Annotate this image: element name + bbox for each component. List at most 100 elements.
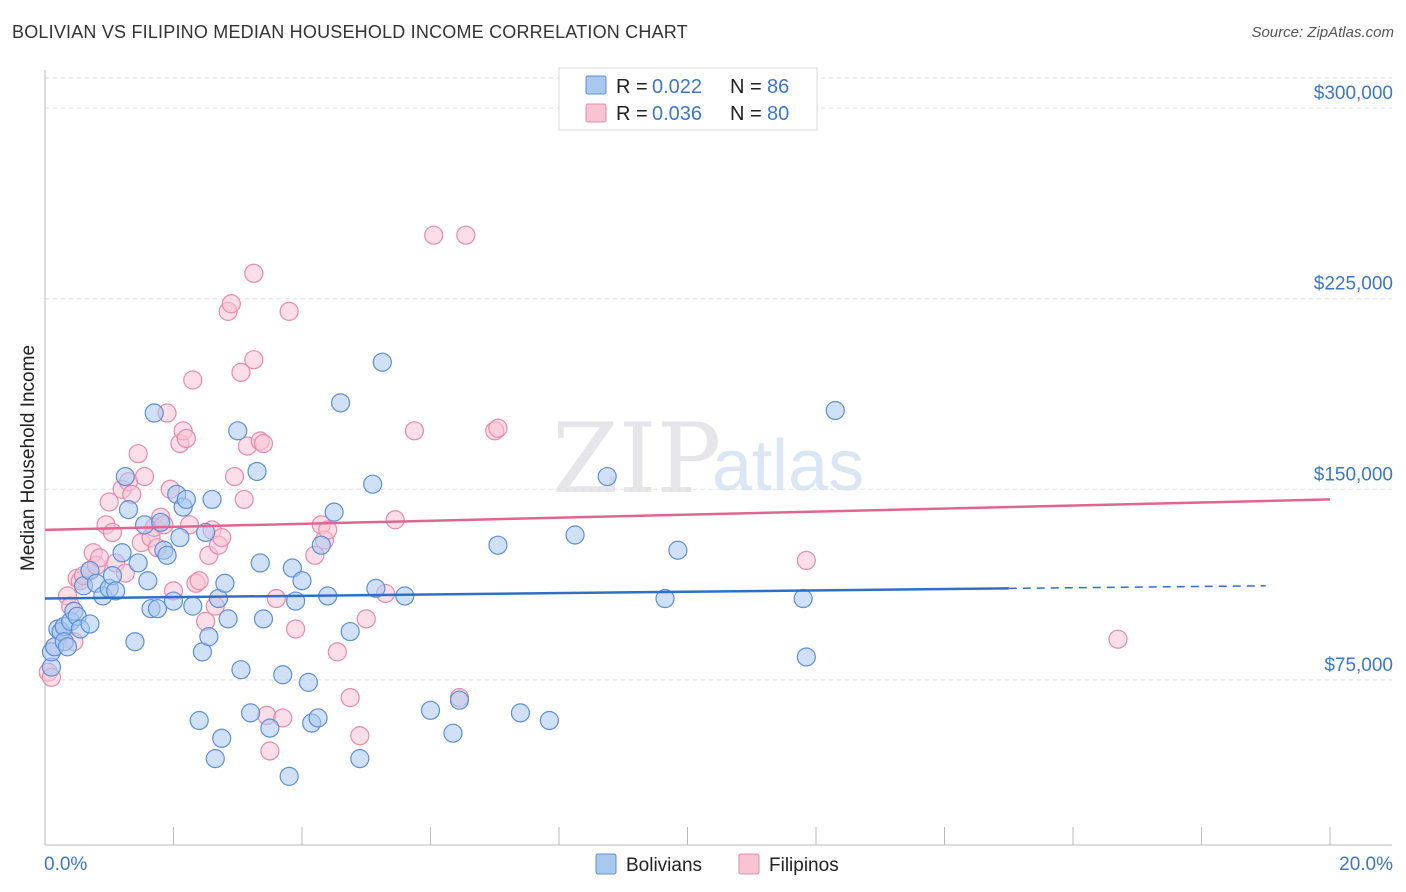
y-axis-label: Median Household Income xyxy=(18,345,39,571)
bolivians-point xyxy=(151,512,171,532)
x-tick-label-max: 20.0% xyxy=(1339,854,1393,875)
bolivians-point xyxy=(241,703,261,723)
y-tick-label: $225,000 xyxy=(1314,274,1393,295)
filipinos-point xyxy=(488,418,508,438)
filipinos-point xyxy=(456,225,476,245)
bolivians-point xyxy=(176,489,196,510)
bolivians-point xyxy=(366,578,386,598)
bolivians-trend-line xyxy=(44,587,1009,600)
filipinos-point xyxy=(350,726,370,746)
y-tick-label: $75,000 xyxy=(1324,655,1393,676)
bolivians-point xyxy=(115,466,135,487)
legend-r-value-filipinos: 0.036 xyxy=(652,103,702,125)
bolivians-point xyxy=(443,723,463,743)
legend-n-label-filipinos: N = xyxy=(730,103,762,125)
bottom-legend-swatch-bolivians xyxy=(595,853,617,875)
bolivians-point xyxy=(449,690,470,710)
bolivians-point xyxy=(363,474,383,494)
bolivians-point xyxy=(655,588,675,609)
filipinos-point xyxy=(189,571,209,591)
bolivians-point xyxy=(311,535,331,555)
bolivians-point xyxy=(510,703,531,723)
bolivians-point xyxy=(170,527,190,548)
filipinos-point xyxy=(134,466,155,487)
bolivians-point xyxy=(112,543,132,563)
filipinos-point xyxy=(266,588,286,609)
filipinos-point xyxy=(285,619,306,639)
bolivians-point xyxy=(253,609,274,629)
bolivians-point xyxy=(80,614,100,634)
legend-n-label-bolivians: N = xyxy=(730,76,762,98)
bolivians-point xyxy=(350,749,370,769)
bolivians-point xyxy=(330,393,351,413)
filipinos-point xyxy=(340,688,360,708)
bolivians-point xyxy=(247,461,267,482)
filipinos-point xyxy=(234,489,254,510)
x-tick-label-min: 0.0% xyxy=(44,854,87,875)
bolivians-point xyxy=(125,632,145,652)
bolivians-point xyxy=(539,710,559,731)
filipinos-point xyxy=(224,466,245,487)
filipinos-point xyxy=(212,527,232,548)
filipinos-point xyxy=(231,362,251,382)
bolivians-point xyxy=(282,558,302,578)
bottom-legend-filipinos: Filipinos xyxy=(769,855,839,876)
bolivians-point xyxy=(228,421,248,441)
filipinos-point xyxy=(176,428,196,449)
bolivians-point xyxy=(565,525,585,545)
bolivians-point xyxy=(134,515,155,535)
chart-title: BOLIVIAN VS FILIPINO MEDIAN HOUSEHOLD IN… xyxy=(12,22,688,42)
x-axis-ticks xyxy=(44,827,1331,845)
filipinos-point xyxy=(221,294,241,314)
y-tick-label: $150,000 xyxy=(1314,464,1393,485)
legend-r-label-filipinos: R = xyxy=(616,103,648,125)
bolivians-point xyxy=(189,710,209,731)
filipinos-point xyxy=(128,444,148,464)
bolivians-point xyxy=(273,665,293,685)
bolivians-point xyxy=(106,581,126,601)
bolivians-point xyxy=(147,599,168,619)
filipinos-point xyxy=(183,370,203,390)
bolivians-point xyxy=(292,571,312,591)
series-legend: Bolivians Filipinos xyxy=(595,853,839,876)
bolivians-point xyxy=(183,596,203,616)
legend-swatch-bolivians xyxy=(585,75,607,95)
bolivians-trend-extension xyxy=(1008,585,1266,590)
filipinos-point xyxy=(424,225,444,245)
bolivians-point xyxy=(298,672,319,692)
bolivians-point xyxy=(260,718,280,738)
bolivians-point xyxy=(796,647,816,667)
bolivians-point xyxy=(340,621,360,642)
bolivians-point xyxy=(202,489,222,510)
filipinos-point xyxy=(796,550,816,571)
y-tick-label: $300,000 xyxy=(1314,83,1393,104)
filipinos-point xyxy=(385,510,405,530)
bolivians-point xyxy=(205,749,225,769)
watermark-zip: ZIP xyxy=(552,403,721,515)
filipinos-trend-line xyxy=(44,498,1331,532)
trend-lines xyxy=(44,498,1331,600)
bolivians-point xyxy=(668,540,688,560)
filipinos-point xyxy=(102,522,123,543)
bottom-legend-bolivians: Bolivians xyxy=(626,855,702,876)
bolivians-point xyxy=(279,766,299,786)
bolivians-point xyxy=(324,502,344,522)
filipinos-point xyxy=(179,515,200,535)
legend-swatch-filipinos xyxy=(585,103,607,123)
filipinos-point xyxy=(244,263,264,283)
bolivians-point xyxy=(420,700,441,720)
bolivians-point xyxy=(215,573,235,593)
bolivians-point xyxy=(488,535,508,555)
y-axis-tick-labels: $75,000 $150,000 $225,000 $300,000 xyxy=(1314,83,1393,676)
filipinos-point xyxy=(327,642,347,662)
filipinos-point xyxy=(260,741,280,761)
bolivians-point xyxy=(138,571,158,591)
filipinos-point xyxy=(1108,629,1128,649)
bolivians-point xyxy=(118,499,139,520)
legend-n-value-bolivians: 86 xyxy=(767,76,789,98)
watermark-atlas: atlas xyxy=(712,426,864,506)
source-credit: Source: ZipAtlas.com xyxy=(1251,24,1394,41)
bolivians-point xyxy=(372,352,392,372)
bolivians-point xyxy=(218,609,238,629)
